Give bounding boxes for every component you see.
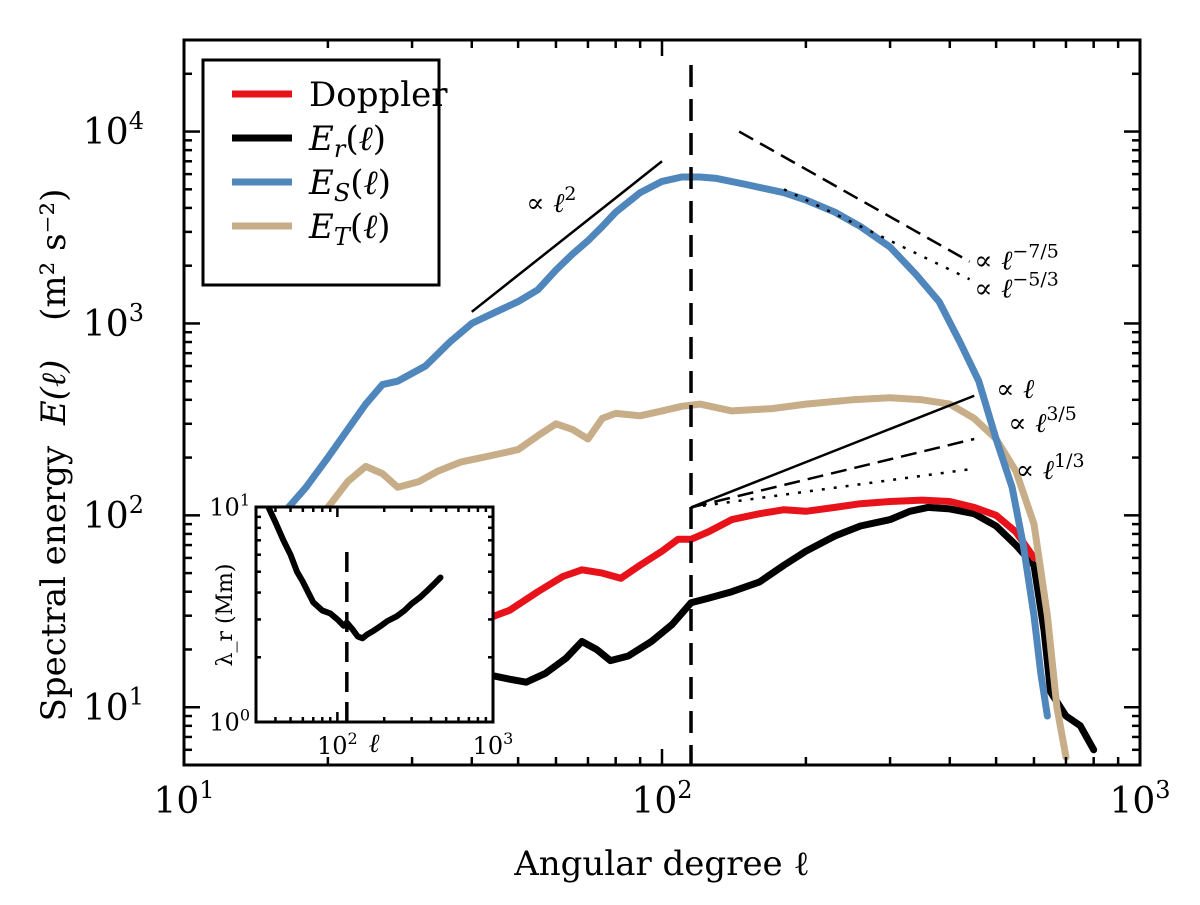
legend-label-3: ET(ℓ) [308, 207, 391, 251]
annotation-label-0: ∝ ℓ2 [526, 183, 576, 219]
inset-background [256, 507, 493, 722]
annotation-line-0 [471, 160, 663, 313]
y-axis-label: Spectral energy E(ℓ) (m² s⁻²) [34, 189, 74, 722]
main-ytick-label: 103 [83, 299, 144, 345]
main-ytick-label: 104 [83, 107, 144, 153]
annotation-label-5: ∝ ℓ1/3 [1016, 450, 1085, 486]
series-line-2 [278, 173, 1051, 720]
main-tick-labels: 101 102 103 101 102 103 104 [83, 107, 1171, 822]
legend-box [201, 58, 441, 287]
annotation-label-3: ∝ ℓ [996, 374, 1035, 405]
annotation-line-3 [690, 394, 975, 509]
inset-xtick-label: 103 [473, 729, 514, 760]
inset-y-axis-label: λ_r (Mm) [213, 563, 238, 666]
annotation-line-1 [738, 130, 971, 263]
annotation-line-4 [690, 437, 975, 509]
annotation-label-4: ∝ ℓ3/5 [1008, 403, 1077, 439]
legend-label-0: Doppler [309, 75, 448, 115]
main-xtick-label: 101 [153, 776, 214, 822]
main-plot-area [278, 173, 1098, 761]
inset-plot-frame [254, 505, 495, 724]
inset-ytick-label: 100 [209, 705, 250, 736]
inset-tick-labels: 102 103 100 101 [209, 490, 513, 760]
legend-label-1: Er(ℓ) [308, 119, 386, 163]
annotation-label-1: ∝ ℓ−7/5 [974, 241, 1059, 277]
legend-label-2: ES(ℓ) [308, 163, 391, 207]
series-line-3 [324, 394, 1070, 761]
main-xtick-label: 103 [1109, 776, 1170, 822]
inset-x-axis-label: ℓ [369, 729, 380, 759]
main-ytick-label: 101 [83, 683, 144, 729]
main-ytick-label: 102 [83, 491, 144, 537]
inset-chart: 102 103 100 101 ℓ λ_r (Mm) [209, 490, 513, 760]
main-xtick-label: 102 [631, 776, 692, 822]
inset-series-line-0 [265, 507, 444, 642]
series-line-1 [334, 503, 1098, 754]
annotation-label-2: ∝ ℓ−5/3 [974, 269, 1059, 305]
inset-plot-area [265, 507, 444, 642]
x-axis-label: Angular degree ℓ [513, 844, 810, 884]
inset-axis-ticks [254, 505, 495, 724]
main-axis-ticks [182, 38, 1142, 767]
main-annotations: ∝ ℓ2 ∝ ℓ−7/5∝ ℓ−5/3 ∝ ℓ∝ ℓ3/5 ∝ ℓ1/3 [471, 130, 1085, 509]
series-line-0 [334, 496, 1038, 645]
inset-xtick-label: 102 [317, 729, 358, 760]
inset-ytick-label: 101 [209, 490, 250, 521]
